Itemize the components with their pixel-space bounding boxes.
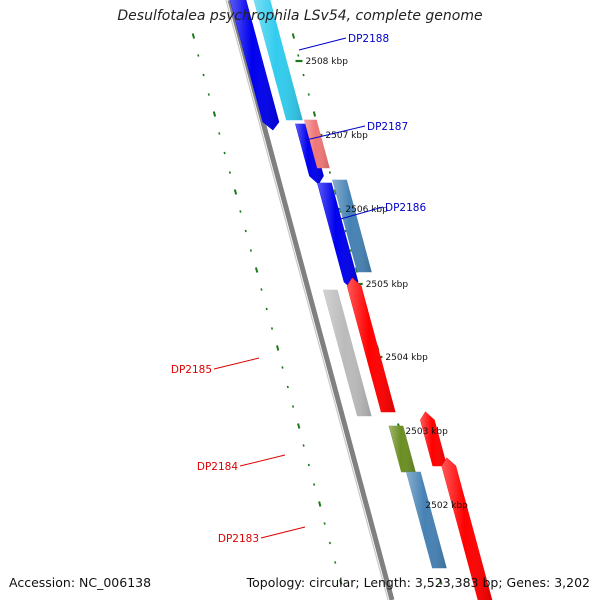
cog-block-5-shading (332, 180, 372, 272)
scale-tick-minor (218, 132, 221, 135)
gene-label-dp2184: DP2184 (197, 461, 238, 473)
scale-tick-minor (328, 171, 331, 174)
scale-tick-major (291, 33, 296, 39)
gene-leader-line (239, 454, 286, 467)
scale-tick-major (333, 189, 338, 195)
scale-tick-major (212, 111, 217, 117)
cog-block-4-shading (304, 120, 330, 168)
cog-block-11-shading (406, 472, 447, 568)
cog-block-3-shading (254, 0, 303, 120)
scale-tick-minor (249, 249, 252, 252)
scale-tick-minor (302, 444, 305, 447)
gene-leader-line (336, 206, 384, 221)
genome-summary-text: Topology: circular; Length: 3,523,383 bp… (246, 575, 590, 590)
scale-tick-label: 2507 kbp (325, 131, 368, 141)
scale-tick-major (276, 345, 280, 351)
scale-tick-minor (223, 151, 226, 155)
gene-label-dp2188: DP2188 (348, 33, 389, 45)
scale-tick-major (191, 33, 196, 39)
scale-tick-minor (292, 405, 295, 408)
scale-tick-major (312, 111, 317, 117)
scale-tick-minor (344, 229, 347, 233)
scale-tick-label: 2506 kbp (345, 205, 388, 215)
scale-tick-minor (313, 483, 316, 486)
cog-block-9-shading (323, 290, 372, 416)
gene-leader-line (298, 37, 347, 51)
scale-tick-minor (260, 288, 263, 291)
gene-label-dp2187: DP2187 (367, 121, 408, 133)
gene-leader-line (305, 125, 366, 141)
cds-arrow-2-shading (317, 183, 359, 290)
accession-text: Accession: NC_006138 (9, 575, 152, 590)
scale-tick-minor (265, 307, 268, 311)
scale-tick-label: 2503 kbp (405, 427, 448, 437)
scale-tick-minor (286, 385, 289, 389)
scale-tick-major (233, 189, 238, 195)
scale-tick-major (254, 267, 259, 273)
scale-tick-major (339, 579, 343, 585)
scale-tick-minor (270, 327, 274, 330)
scale-tick-minor (334, 561, 337, 564)
scale-tick-major (318, 501, 322, 507)
cds-arrow-0-shading (230, 0, 279, 130)
scale-tick-minor (197, 54, 200, 57)
scale-tick-label: 2505 kbp (366, 280, 409, 290)
scale-tick-minor (323, 522, 326, 525)
cds-arrow-6-shading (347, 278, 396, 412)
scale-tick-minor (239, 210, 242, 213)
backbone-inner-line (225, 0, 389, 600)
gene-leader-line (213, 357, 260, 370)
scale-tick-minor (339, 210, 342, 213)
scale-tick-minor (281, 366, 284, 369)
cds-arrow-8-shading (441, 458, 492, 600)
gene-label-dp2185: DP2185 (171, 364, 212, 376)
scale-tick-minor (297, 54, 300, 57)
scale-tick-minor (207, 93, 210, 96)
gene-label-dp2183: DP2183 (218, 533, 259, 545)
gene-leader-line (260, 526, 306, 539)
cog-block-10-shading (389, 426, 416, 472)
scale-tick-minor (307, 93, 310, 96)
scale-tick-major (439, 579, 443, 585)
scale-tick-minor (349, 249, 352, 252)
scale-tick-minor (228, 171, 231, 174)
map-title: Desulfotalea psychrophila LSv54, complet… (117, 8, 483, 24)
scale-tick-minor (202, 73, 205, 77)
scale-tick-label: 2502 kbp (425, 501, 468, 511)
scale-tick-label: 2508 kbp (306, 57, 349, 67)
scale-tick-label: 2504 kbp (385, 353, 428, 363)
scale-tick-minor (307, 463, 310, 467)
gene-label-dp2186: DP2186 (385, 202, 426, 214)
inner-scale-ring (191, 33, 343, 585)
scale-tick-minor (328, 541, 331, 545)
cds-arrow-1-shading (295, 124, 324, 184)
scale-tick-minor (302, 73, 305, 77)
cds-arrow-7-shading (420, 412, 447, 466)
scale-tick-minor (244, 229, 247, 233)
scale-tick-major (297, 423, 301, 429)
